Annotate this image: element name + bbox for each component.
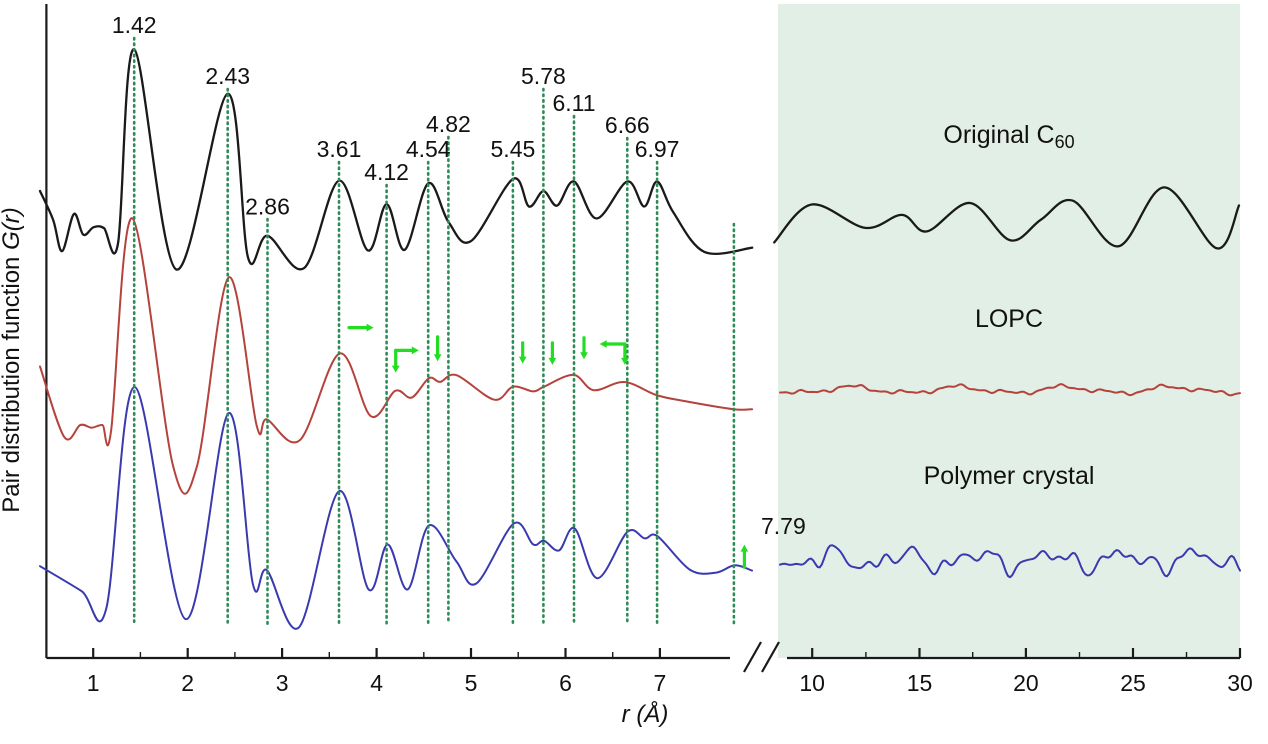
svg-text:4.54: 4.54 [406, 136, 451, 162]
svg-text:6.66: 6.66 [605, 112, 650, 138]
svg-text:LOPC: LOPC [975, 305, 1043, 333]
svg-text:4.82: 4.82 [426, 111, 471, 137]
svg-text:20: 20 [1013, 670, 1039, 696]
svg-text:6.97: 6.97 [635, 136, 680, 162]
svg-text:7.79: 7.79 [761, 513, 806, 539]
svg-text:10: 10 [799, 670, 825, 696]
svg-text:7: 7 [654, 670, 667, 696]
svg-text:6.11: 6.11 [552, 90, 595, 116]
svg-text:1: 1 [87, 670, 100, 696]
svg-text:2: 2 [181, 670, 194, 696]
svg-text:6: 6 [559, 670, 572, 696]
svg-text:4: 4 [370, 670, 383, 696]
svg-text:15: 15 [907, 670, 933, 696]
svg-text:Pair distribution function G(r: Pair distribution function G(r) [0, 207, 25, 512]
svg-text:2.86: 2.86 [245, 194, 290, 220]
svg-text:4.12: 4.12 [364, 159, 409, 185]
svg-text:25: 25 [1120, 670, 1146, 696]
svg-text:r (Å): r (Å) [622, 700, 669, 728]
svg-text:30: 30 [1227, 670, 1253, 696]
svg-text:1.42: 1.42 [112, 12, 157, 38]
svg-text:5.78: 5.78 [521, 63, 566, 89]
svg-text:2.43: 2.43 [205, 63, 250, 89]
svg-text:3: 3 [276, 670, 289, 696]
svg-text:3.61: 3.61 [317, 136, 362, 162]
svg-text:5: 5 [465, 670, 478, 696]
svg-text:Polymer crystal: Polymer crystal [924, 462, 1095, 490]
svg-text:5.45: 5.45 [491, 136, 536, 162]
